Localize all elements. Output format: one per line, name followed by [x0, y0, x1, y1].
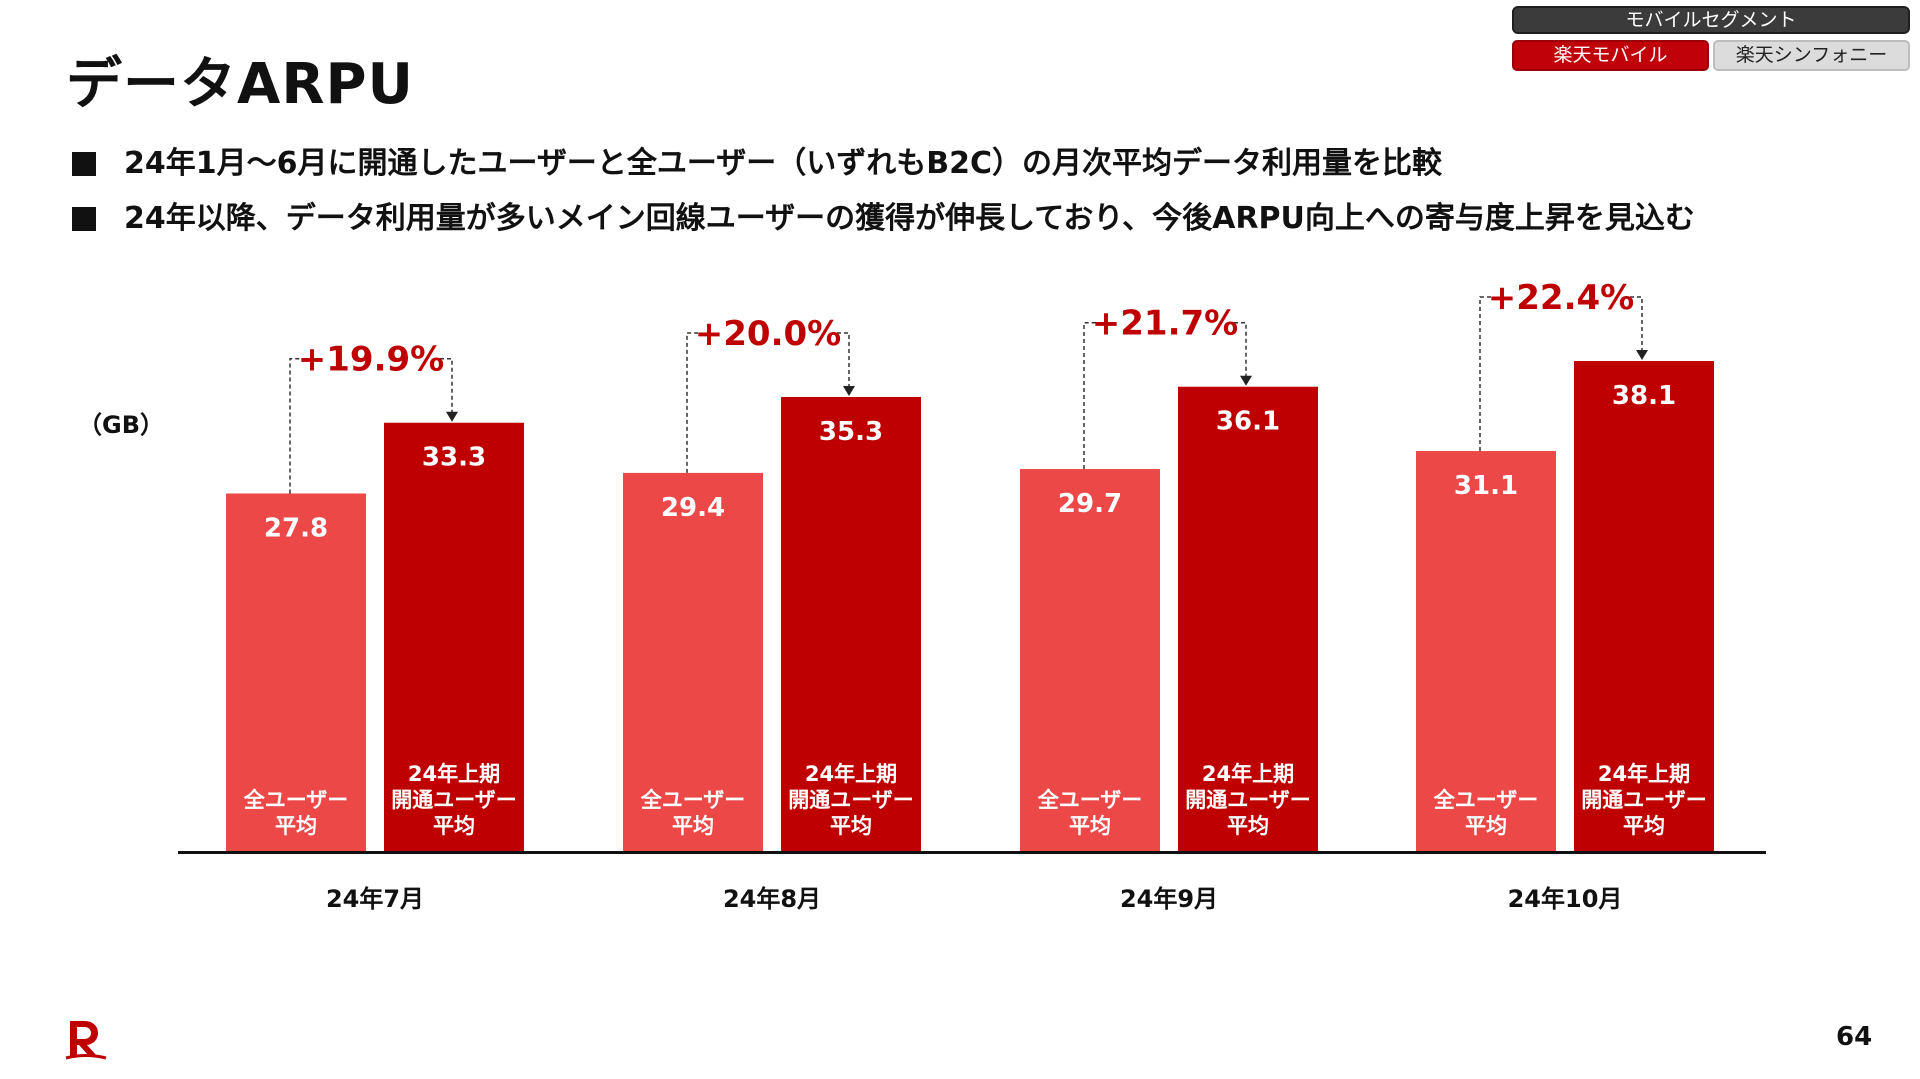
data-label: 38.1 — [1612, 381, 1676, 411]
bullet-list: 24年1月～6月に開通したユーザーと全ユーザー（いずれもB2C）の月次平均データ… — [66, 144, 1695, 254]
bullet-text: 24年以降、データ利用量が多いメイン回線ユーザーの獲得が伸長しており、今後ARP… — [124, 201, 1695, 236]
increase-label: +21.7% — [1092, 304, 1238, 344]
data-label: 33.3 — [422, 443, 486, 473]
bullet-square-icon — [72, 207, 96, 231]
arrow-down-icon — [446, 411, 458, 422]
page-title: データARPU — [66, 52, 414, 117]
tab-rakuten-symphony[interactable]: 楽天シンフォニー — [1713, 40, 1910, 71]
arrow-down-icon — [1240, 375, 1252, 386]
data-label: 29.4 — [661, 493, 725, 523]
bar-series-label: 開通ユーザー — [788, 788, 914, 812]
bar-series-label: 全ユーザー — [1037, 788, 1143, 812]
page-number: 64 — [1836, 1022, 1873, 1052]
increase-connector-left — [289, 357, 302, 494]
bar-series-label: 平均 — [275, 814, 317, 838]
bar-series-label: 平均 — [830, 814, 872, 838]
data-label: 27.8 — [264, 513, 328, 543]
increase-connector-right — [1234, 321, 1247, 377]
bar-series-label: 平均 — [1465, 814, 1507, 838]
increase-connector-left — [1479, 296, 1492, 452]
bar-new-users — [384, 422, 524, 851]
x-tick-label: 24年7月 — [326, 885, 424, 913]
data-label: 36.1 — [1216, 407, 1280, 437]
bullet-text: 24年1月～6月に開通したユーザーと全ユーザー（いずれもB2C）の月次平均データ… — [124, 146, 1443, 181]
increase-connector-left — [1083, 321, 1096, 470]
bar-series-label: 開通ユーザー — [1581, 788, 1707, 812]
bar-series-label: 24年上期 — [408, 762, 500, 786]
increase-label: +19.9% — [298, 340, 444, 380]
increase-connector-right — [837, 332, 850, 388]
bullet-item: 24年以降、データ利用量が多いメイン回線ユーザーの獲得が伸長しており、今後ARP… — [66, 199, 1695, 239]
arrow-down-icon — [843, 386, 855, 397]
tab-rakuten-mobile[interactable]: 楽天モバイル — [1512, 40, 1709, 71]
x-tick-label: 24年10月 — [1508, 885, 1623, 913]
data-label: 29.7 — [1058, 489, 1122, 519]
y-axis-unit-label: （GB） — [78, 411, 164, 439]
bar-new-users — [781, 397, 921, 851]
increase-label: +22.4% — [1488, 278, 1634, 318]
bar-series-label: 平均 — [1069, 814, 1111, 838]
increase-connector-right — [440, 357, 453, 413]
bar-series-label: 24年上期 — [805, 762, 897, 786]
bar-series-label: 開通ユーザー — [1185, 788, 1311, 812]
data-label: 35.3 — [819, 417, 883, 447]
bullet-item: 24年1月～6月に開通したユーザーと全ユーザー（いずれもB2C）の月次平均データ… — [66, 144, 1695, 184]
bullet-square-icon — [72, 152, 96, 176]
bar-all-users — [1416, 451, 1556, 851]
bar-new-users — [1574, 361, 1714, 851]
bar-new-users — [1178, 386, 1318, 851]
increase-connector-left — [686, 332, 699, 473]
bar-series-label: 全ユーザー — [640, 788, 746, 812]
increase-label: +20.0% — [695, 314, 841, 354]
bar-series-label: 開通ユーザー — [391, 788, 517, 812]
bar-series-label: 24年上期 — [1598, 762, 1690, 786]
rakuten-logo-icon — [65, 1021, 107, 1060]
bar-series-label: 24年上期 — [1202, 762, 1294, 786]
bar-all-users — [226, 493, 366, 851]
bar-series-label: 平均 — [433, 814, 475, 838]
bar-series-label: 全ユーザー — [1433, 788, 1539, 812]
bar-series-label: 平均 — [1227, 814, 1269, 838]
bar-all-users — [623, 472, 763, 851]
increase-connector-right — [1630, 296, 1643, 351]
data-label: 31.1 — [1454, 471, 1518, 501]
bar-series-label: 全ユーザー — [243, 788, 349, 812]
x-tick-label: 24年8月 — [723, 885, 821, 913]
arrow-down-icon — [1636, 350, 1648, 360]
bar-series-label: 平均 — [1623, 814, 1665, 838]
segment-header: モバイルセグメント — [1512, 6, 1910, 34]
x-tick-label: 24年9月 — [1120, 885, 1218, 913]
bar-series-label: 平均 — [672, 814, 714, 838]
bar-all-users — [1020, 469, 1160, 851]
